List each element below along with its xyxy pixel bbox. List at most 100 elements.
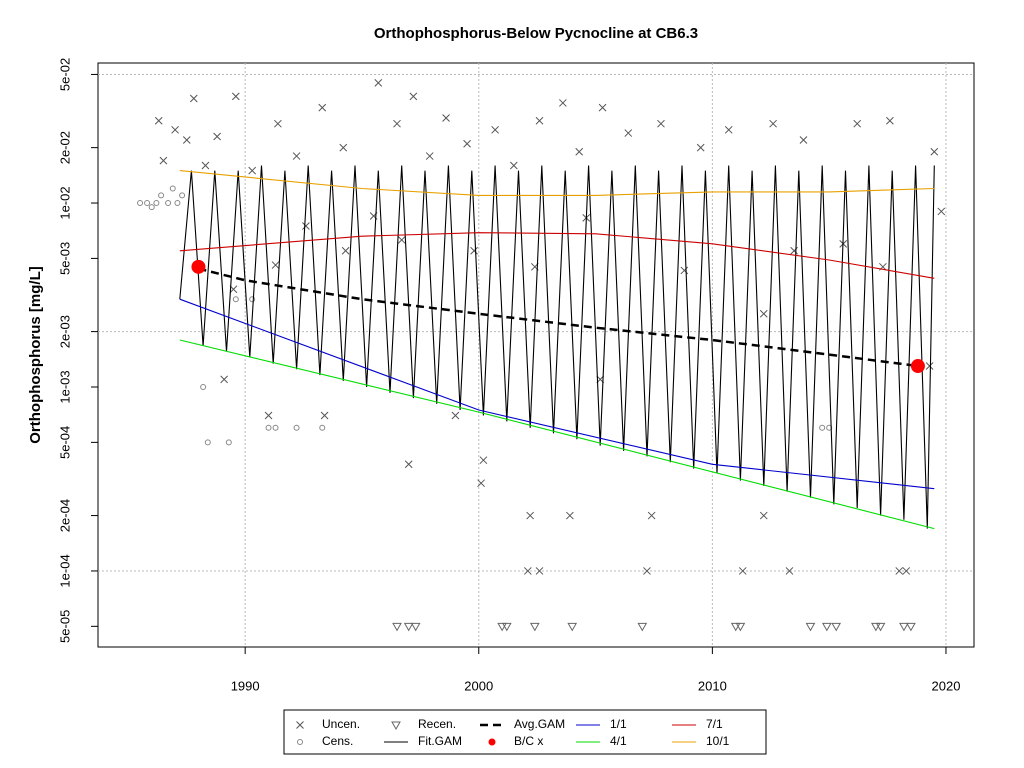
- series-line: [179, 298, 935, 490]
- point-censored: [158, 192, 165, 199]
- legend-swatch: [297, 739, 303, 745]
- point-uncensored: [902, 567, 911, 575]
- point-uncensored: [738, 567, 747, 575]
- point-uncensored: [624, 129, 633, 137]
- point-censored: [249, 296, 256, 303]
- point-censored: [137, 200, 144, 207]
- legend: Uncen. Cens. Recen. Fit.GAM Avg.GAM B/C x 1/1 4…: [296, 717, 730, 748]
- point-uncensored: [393, 119, 401, 128]
- point-uncensored: [220, 375, 228, 384]
- point-censored: [819, 424, 826, 431]
- point-censored: [319, 424, 326, 431]
- y-tick-label: 1e-02: [57, 186, 72, 219]
- point-recensored: [529, 622, 540, 632]
- y-tick-label: 5e-04: [57, 426, 72, 459]
- point-uncensored: [769, 119, 777, 128]
- point-uncensored: [930, 147, 939, 156]
- point-uncensored: [657, 119, 665, 128]
- y-tick-label: 5e-03: [57, 242, 72, 275]
- point-uncensored: [318, 103, 327, 112]
- point-uncensored: [201, 161, 210, 170]
- point-uncensored: [575, 147, 584, 156]
- point-recensored: [730, 622, 741, 632]
- point-uncensored: [374, 79, 383, 87]
- point-uncensored: [535, 116, 544, 125]
- point-uncensored: [925, 362, 934, 370]
- point-censored: [232, 296, 239, 303]
- point-uncensored: [895, 567, 904, 575]
- series-line: [179, 165, 935, 529]
- point-uncensored: [339, 143, 348, 152]
- y-tick-label: 1e-04: [57, 554, 72, 587]
- chart-title: Orthophosphorus-Below Pycnocline at CB6.…: [374, 25, 698, 42]
- series-line: [198, 267, 919, 368]
- point-censored: [179, 192, 186, 199]
- point-recensored: [875, 622, 886, 632]
- point-uncensored: [937, 207, 946, 216]
- point-recensored: [392, 622, 402, 632]
- point-uncensored: [491, 125, 499, 134]
- point-censored: [153, 200, 160, 207]
- legend-label: Fit.GAM: [418, 734, 462, 748]
- point-uncensored: [647, 511, 656, 520]
- legend-label: B/C x: [514, 734, 543, 748]
- point-uncensored: [182, 136, 191, 144]
- point-recensored: [821, 622, 832, 632]
- point-uncensored: [213, 132, 221, 141]
- series-line: [179, 339, 935, 530]
- point-uncensored: [171, 125, 179, 134]
- point-recensored: [497, 622, 507, 632]
- point-uncensored: [643, 567, 651, 575]
- y-tick-label: 2e-03: [57, 315, 72, 348]
- point-recensored: [637, 622, 648, 632]
- point-censored: [225, 439, 232, 446]
- legend-label: 1/1: [610, 717, 627, 731]
- point-bc: [191, 259, 206, 274]
- point-censored: [169, 185, 176, 192]
- point-uncensored: [886, 116, 894, 125]
- point-uncensored: [231, 92, 240, 101]
- point-uncensored: [509, 161, 518, 170]
- point-uncensored: [404, 460, 413, 469]
- point-uncensored: [271, 261, 280, 269]
- series-line: [179, 170, 935, 196]
- point-censored: [174, 200, 181, 207]
- point-bc: [910, 359, 925, 374]
- point-censored: [200, 383, 207, 390]
- legend-label: Recen.: [418, 717, 456, 731]
- x-tick-label: 1990: [231, 678, 260, 693]
- x-tick-label: 2010: [698, 678, 727, 693]
- point-recensored: [871, 622, 881, 632]
- point-censored: [148, 204, 155, 211]
- point-uncensored: [724, 125, 733, 134]
- point-uncensored: [397, 236, 406, 244]
- point-uncensored: [790, 246, 798, 255]
- point-censored: [265, 424, 272, 431]
- y-tick-label: 1e-03: [57, 370, 72, 403]
- point-recensored: [831, 622, 842, 632]
- legend-label: Avg.GAM: [514, 717, 565, 731]
- point-uncensored: [409, 92, 418, 101]
- point-uncensored: [470, 246, 478, 255]
- point-recensored: [899, 622, 909, 632]
- point-uncensored: [696, 143, 705, 152]
- point-uncensored: [598, 103, 607, 112]
- point-uncensored: [248, 166, 257, 175]
- point-uncensored: [159, 156, 168, 165]
- point-uncensored: [759, 511, 768, 520]
- x-tick-label: 2020: [932, 678, 961, 693]
- point-censored: [272, 424, 279, 431]
- y-tick-label: 2e-02: [57, 131, 72, 164]
- y-axis-label: Orthophosphorus [mg/L]: [27, 266, 44, 443]
- y-tick-label: 2e-04: [57, 499, 72, 532]
- legend-swatch: [296, 721, 304, 729]
- point-recensored: [567, 622, 578, 632]
- point-censored: [144, 200, 151, 207]
- point-uncensored: [154, 116, 163, 125]
- point-uncensored: [320, 411, 329, 420]
- point-uncensored: [559, 99, 567, 107]
- legend-swatch: [391, 721, 401, 731]
- point-uncensored: [341, 246, 350, 255]
- y-tick-label: 5e-02: [57, 58, 72, 91]
- point-censored: [165, 200, 172, 207]
